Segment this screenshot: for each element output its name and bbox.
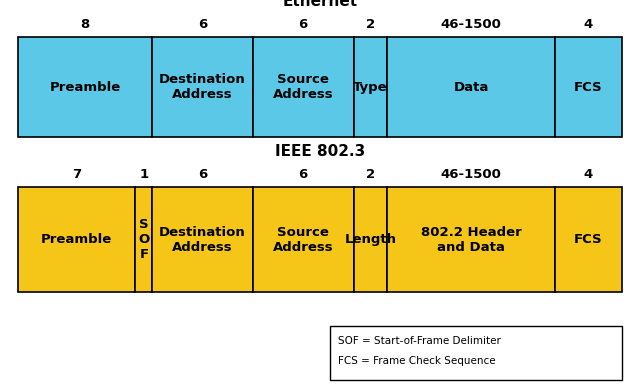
Bar — [387, 37, 555, 137]
Bar — [136, 187, 152, 292]
Text: 4: 4 — [584, 168, 593, 181]
Bar — [387, 187, 555, 292]
Text: SOF = Start-of-Frame Delimiter: SOF = Start-of-Frame Delimiter — [338, 336, 501, 346]
Text: 4: 4 — [584, 18, 593, 31]
Text: 1: 1 — [140, 168, 148, 181]
Text: Source
Address: Source Address — [273, 73, 333, 101]
Text: S
O
F: S O F — [138, 218, 150, 261]
Bar — [555, 37, 622, 137]
Bar — [555, 187, 622, 292]
Text: Ethernet: Ethernet — [282, 0, 358, 9]
Bar — [152, 37, 253, 137]
Text: FCS = Frame Check Sequence: FCS = Frame Check Sequence — [338, 356, 495, 366]
Text: FCS: FCS — [574, 233, 603, 246]
Text: 802.2 Header
and Data: 802.2 Header and Data — [420, 225, 522, 254]
Bar — [152, 187, 253, 292]
Text: FCS: FCS — [574, 80, 603, 94]
Text: 6: 6 — [198, 18, 207, 31]
Text: Destination
Address: Destination Address — [159, 225, 246, 254]
Text: 7: 7 — [72, 168, 81, 181]
Bar — [353, 37, 387, 137]
Text: 6: 6 — [198, 168, 207, 181]
Bar — [330, 326, 622, 380]
Text: 6: 6 — [299, 18, 308, 31]
Text: Preamble: Preamble — [49, 80, 121, 94]
Bar — [253, 187, 353, 292]
Text: Source
Address: Source Address — [273, 225, 333, 254]
Text: 46-1500: 46-1500 — [440, 168, 501, 181]
Text: Length: Length — [344, 233, 396, 246]
Bar — [353, 187, 387, 292]
Text: Preamble: Preamble — [41, 233, 113, 246]
Bar — [18, 37, 152, 137]
Text: Type: Type — [353, 80, 388, 94]
Text: 2: 2 — [366, 168, 375, 181]
Bar — [253, 37, 353, 137]
Text: 8: 8 — [81, 18, 90, 31]
Text: 46-1500: 46-1500 — [440, 18, 501, 31]
Text: 2: 2 — [366, 18, 375, 31]
Bar — [18, 187, 136, 292]
Text: Data: Data — [453, 80, 489, 94]
Text: 6: 6 — [299, 168, 308, 181]
Text: IEEE 802.3: IEEE 802.3 — [275, 144, 365, 159]
Text: Destination
Address: Destination Address — [159, 73, 246, 101]
